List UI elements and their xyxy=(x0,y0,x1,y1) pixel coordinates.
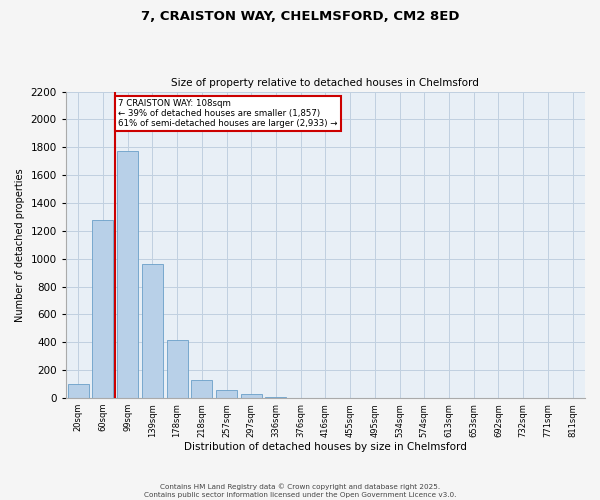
X-axis label: Distribution of detached houses by size in Chelmsford: Distribution of detached houses by size … xyxy=(184,442,467,452)
Bar xyxy=(92,220,113,398)
Bar xyxy=(142,264,163,398)
Bar xyxy=(216,390,237,398)
Y-axis label: Number of detached properties: Number of detached properties xyxy=(15,168,25,322)
Text: 7, CRAISTON WAY, CHELMSFORD, CM2 8ED: 7, CRAISTON WAY, CHELMSFORD, CM2 8ED xyxy=(141,10,459,23)
Bar xyxy=(68,384,89,398)
Title: Size of property relative to detached houses in Chelmsford: Size of property relative to detached ho… xyxy=(172,78,479,88)
Text: 7 CRAISTON WAY: 108sqm
← 39% of detached houses are smaller (1,857)
61% of semi-: 7 CRAISTON WAY: 108sqm ← 39% of detached… xyxy=(118,98,338,128)
Bar xyxy=(117,152,138,398)
Text: Contains HM Land Registry data © Crown copyright and database right 2025.
Contai: Contains HM Land Registry data © Crown c… xyxy=(144,483,456,498)
Bar xyxy=(191,380,212,398)
Bar xyxy=(167,340,188,398)
Bar xyxy=(265,396,286,398)
Bar xyxy=(241,394,262,398)
